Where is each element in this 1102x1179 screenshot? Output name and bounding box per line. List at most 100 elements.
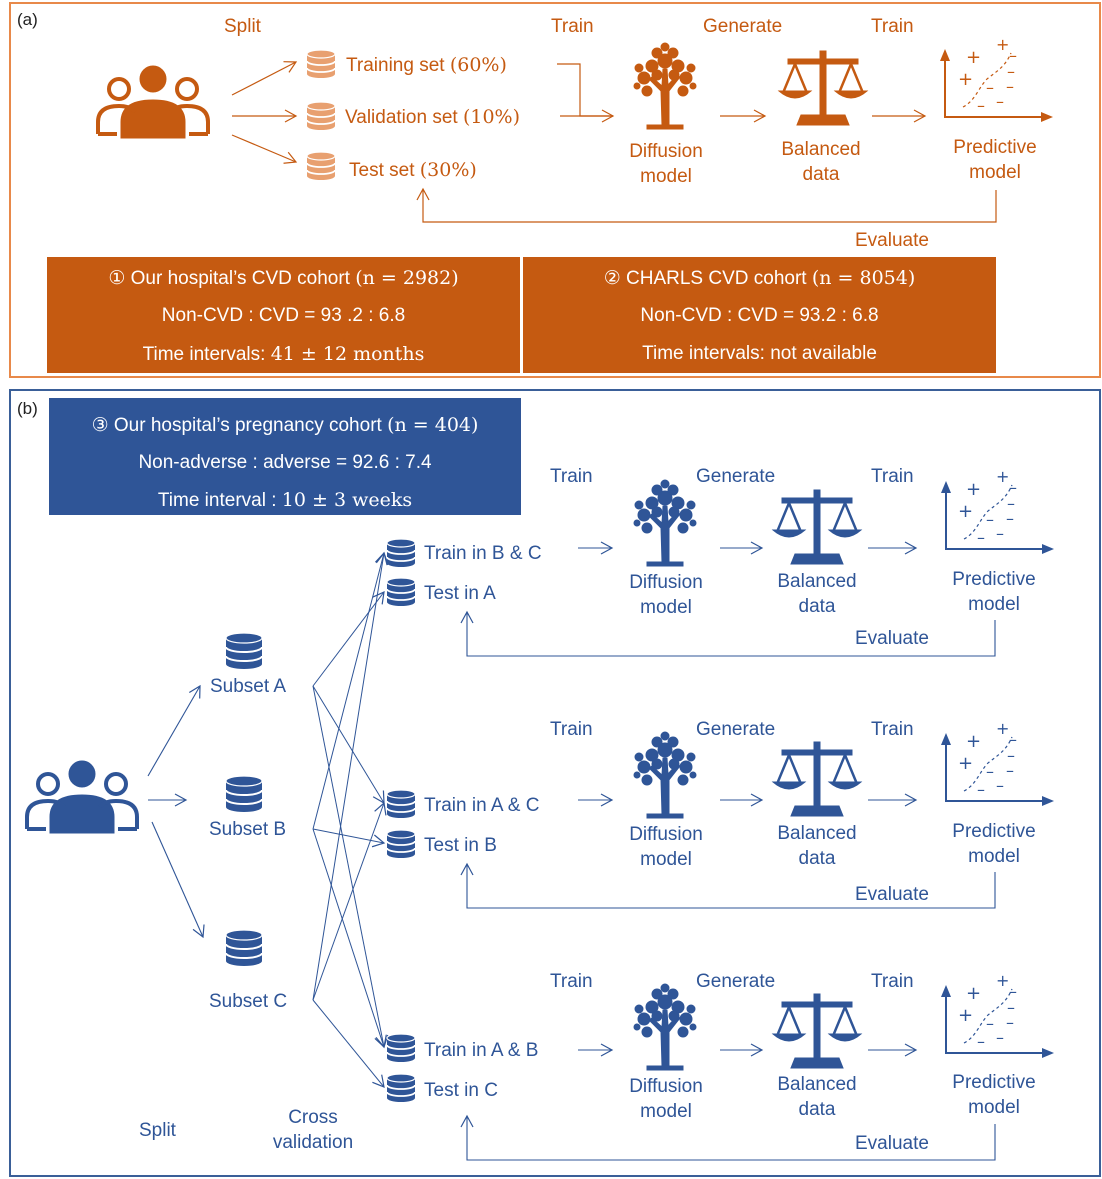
evaluate-label: Evaluate	[855, 1133, 929, 1154]
cohort-1-ratio: Non-CVD : CVD = 93 .2 : 6.8	[161, 305, 406, 326]
cohort-2-box: ② CHARLS CVD cohort (n = 8054) Non-CVD :…	[523, 257, 996, 373]
cohort-3-n: (n = 404)	[387, 414, 479, 436]
training-set-label: Training set (60%)	[346, 53, 507, 79]
balanced-data-label: Balanced data	[767, 1073, 867, 1122]
diffusion-line1: Diffusion	[629, 572, 703, 593]
cohort-1-interval: Time intervals: 41 ± 12 months	[47, 343, 520, 366]
database-icon	[386, 1073, 416, 1103]
svg-text:–: –	[1007, 998, 1015, 1017]
cohort-2-n: (n = 8054)	[811, 267, 916, 289]
svg-text:–: –	[1006, 509, 1014, 528]
balanced-line2: data	[798, 1098, 836, 1120]
balanced-line1: Balanced	[777, 571, 857, 592]
cohort-1-interval-value: 41 ± 12 months	[270, 343, 425, 365]
svg-text:–: –	[977, 780, 985, 799]
diffusion-line2: model	[640, 596, 692, 618]
people-group-icon	[25, 759, 139, 835]
diffusion-model-label: Diffusion model	[616, 823, 716, 872]
svg-text:–: –	[996, 92, 1004, 111]
panel-b-label: (b)	[17, 399, 38, 418]
database-icon	[386, 829, 416, 859]
svg-text:+: +	[966, 47, 981, 68]
cohort-2-ratio: Non-CVD : CVD = 93.2 : 6.8	[640, 305, 879, 326]
database-icon	[386, 1033, 416, 1063]
cross-line2: validation	[272, 1131, 354, 1153]
scatter-plot-icon: + + + – – – – – –	[939, 35, 1054, 123]
tree-icon	[633, 42, 697, 130]
svg-text:+: +	[966, 731, 981, 752]
cross-line1: Cross	[288, 1107, 338, 1128]
database-icon	[386, 789, 416, 819]
train-label: Train	[550, 971, 593, 992]
database-icon	[225, 775, 263, 813]
train-label: Train	[871, 16, 914, 37]
balanced-line2: data	[798, 595, 836, 617]
balance-scale-icon	[777, 49, 869, 127]
balanced-line2: data	[802, 163, 840, 185]
svg-text:–: –	[1009, 982, 1017, 1001]
svg-text:–: –	[996, 524, 1004, 543]
split-label: Split	[139, 1120, 176, 1141]
svg-text:+: +	[996, 971, 1009, 990]
svg-text:–: –	[1007, 494, 1015, 513]
svg-text:–: –	[1007, 62, 1015, 81]
train-label: Train	[871, 719, 914, 740]
test-in-a-label: Test in A	[424, 583, 496, 604]
svg-text:–: –	[996, 776, 1004, 795]
predictive-line2: model	[968, 845, 1020, 867]
predictive-line1: Predictive	[952, 569, 1036, 590]
train-label: Train	[551, 16, 594, 37]
balanced-line2: data	[798, 847, 836, 869]
database-icon	[306, 151, 336, 181]
tree-icon	[633, 479, 697, 567]
cohort-1-box: ① Our hospital’s CVD cohort (n = 2982) N…	[47, 257, 520, 373]
svg-text:–: –	[1006, 761, 1014, 780]
people-group-icon	[96, 64, 210, 140]
cohort-3-interval-label: Time interval :	[157, 490, 277, 511]
test-in-b-label: Test in B	[424, 835, 497, 856]
svg-text:+: +	[958, 501, 973, 522]
balanced-data-label: Balanced data	[767, 822, 867, 871]
cohort-3-ratio: Non-adverse : adverse = 92.6 : 7.4	[138, 452, 432, 473]
diffusion-model-label: Diffusion model	[616, 1075, 716, 1124]
cohort-3-box: ③ Our hospital’s pregnancy cohort (n = 4…	[49, 398, 521, 515]
cohort-3-interval-value: 10 ± 3 weeks	[281, 489, 413, 511]
test-set-percent: (30%)	[419, 159, 477, 181]
scatter-plot-icon: + + + – – – – – –	[940, 719, 1055, 807]
subset-c-label: Subset C	[209, 991, 288, 1012]
balance-scale-icon	[771, 740, 863, 818]
predictive-line2: model	[969, 161, 1021, 183]
training-set-percent: (60%)	[449, 54, 507, 76]
split-label: Split	[224, 16, 261, 37]
predictive-model-label: Predictive model	[939, 1071, 1049, 1120]
diffusion-line1: Diffusion	[629, 824, 703, 845]
cohort-1-interval-label: Time intervals:	[142, 344, 266, 365]
cohort-3-title: ③ Our hospital’s pregnancy cohort (n = 4…	[49, 414, 521, 437]
evaluate-label: Evaluate	[855, 230, 929, 251]
svg-text:+: +	[958, 753, 973, 774]
scatter-plot-icon: + + + – – – – – –	[940, 467, 1055, 555]
diffusion-model-label: Diffusion model	[616, 571, 716, 620]
svg-text:–: –	[977, 1032, 985, 1051]
predictive-model-label: Predictive model	[939, 568, 1049, 617]
generate-label: Generate	[703, 16, 783, 37]
predictive-model-label: Predictive model	[940, 136, 1050, 185]
validation-set-label: Validation set (10%)	[345, 105, 520, 131]
balanced-line1: Balanced	[777, 823, 857, 844]
training-set-name: Training set	[346, 55, 445, 76]
svg-text:–: –	[977, 528, 985, 547]
diffusion-line2: model	[640, 165, 692, 187]
train-in-b-c-label: Train in B & C	[424, 543, 542, 564]
svg-text:–: –	[986, 510, 994, 529]
panel-a-label: (a)	[17, 10, 38, 29]
svg-text:–: –	[986, 78, 994, 97]
svg-text:+: +	[996, 467, 1009, 486]
predictive-model-label: Predictive model	[939, 820, 1049, 869]
svg-text:+: +	[958, 69, 973, 90]
balanced-line1: Balanced	[777, 1074, 857, 1095]
evaluate-label: Evaluate	[855, 628, 929, 649]
balanced-data-label: Balanced data	[767, 570, 867, 619]
cohort-1-title: ① Our hospital’s CVD cohort (n = 2982)	[47, 267, 520, 290]
svg-text:–: –	[977, 96, 985, 115]
panel-a-frame	[9, 2, 1101, 378]
